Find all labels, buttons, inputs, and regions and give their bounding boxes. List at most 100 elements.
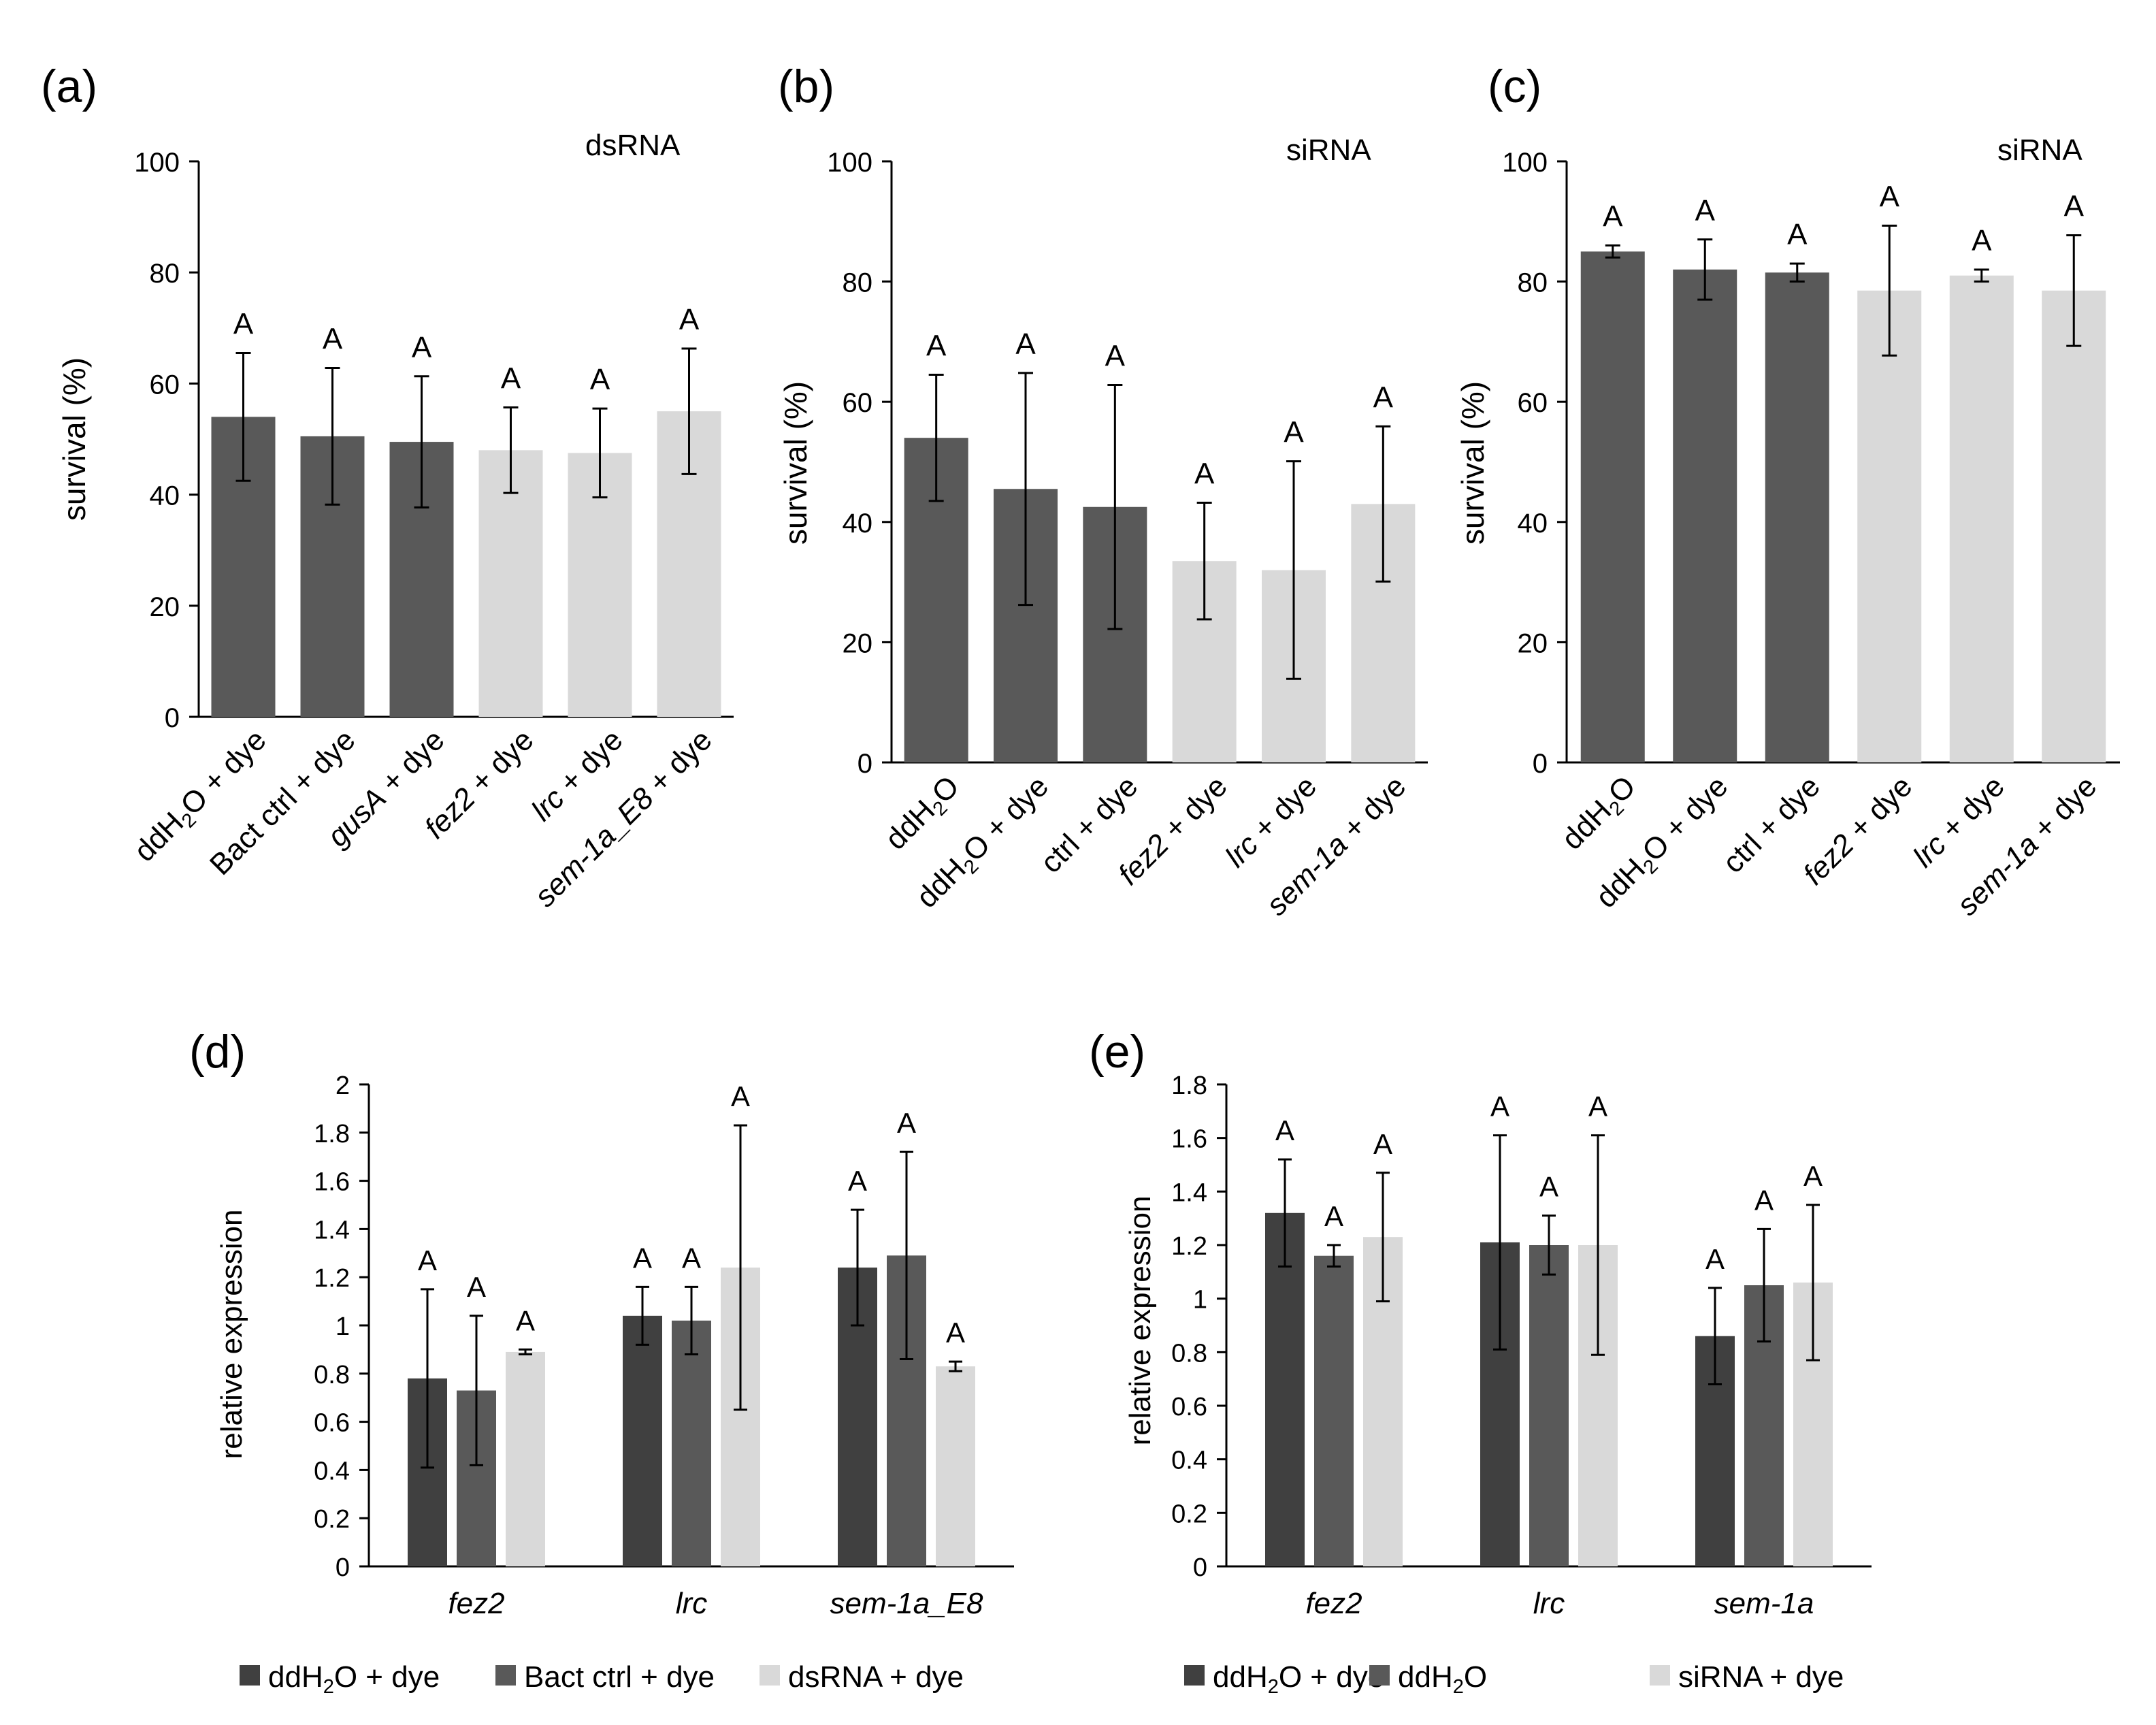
y-tick-label: 1.6 — [1171, 1125, 1207, 1154]
bar — [1949, 275, 2014, 762]
y-tick-label: 20 — [150, 592, 180, 622]
bar — [478, 450, 543, 717]
category-label-part: + dye — [2021, 769, 2103, 851]
y-tick-label: 2 — [336, 1071, 350, 1100]
y-tick-label: 0 — [336, 1553, 350, 1582]
significance-letter: A — [1588, 1091, 1607, 1123]
y-tick-label: 20 — [843, 628, 873, 658]
y-tick-label: 1.4 — [1171, 1178, 1207, 1207]
y-tick-label: 0.4 — [1171, 1447, 1207, 1475]
significance-letter: A — [897, 1107, 916, 1139]
legend-label-part: O + dye — [1279, 1660, 1384, 1694]
significance-letter: A — [1972, 224, 1992, 257]
y-tick-label: 80 — [150, 259, 180, 289]
y-tick-label: 100 — [827, 148, 872, 178]
category-label: fez2 — [1305, 1587, 1362, 1620]
panel-label: (b) — [778, 61, 834, 112]
significance-letter: A — [731, 1080, 750, 1112]
category-label: lrc — [676, 1587, 707, 1620]
category-label-part: + dye — [1330, 769, 1412, 851]
y-tick-label: 0.6 — [1171, 1393, 1207, 1421]
legend: ddH2O + dye Bact ctrl + dye dsRNA + dye — [240, 1660, 964, 1698]
panel-annotation: dsRNA — [585, 129, 681, 162]
significance-letter: A — [1284, 416, 1304, 449]
legend-label-part: 2 — [1453, 1676, 1464, 1698]
y-tick-label: 40 — [1518, 509, 1548, 538]
significance-letter: A — [418, 1244, 437, 1276]
legend-swatch — [760, 1665, 780, 1686]
category-label: sem-1a_E8 — [830, 1587, 983, 1620]
significance-letter: A — [946, 1317, 965, 1349]
y-tick-label: 1.8 — [1171, 1071, 1207, 1100]
significance-letter: A — [1539, 1171, 1558, 1203]
significance-letter: A — [233, 308, 254, 341]
category-label: lrc — [1533, 1587, 1565, 1620]
significance-letter: A — [848, 1165, 867, 1197]
legend-label-part: ddH — [268, 1660, 323, 1694]
significance-letter: A — [501, 361, 521, 395]
category-label-part: sem-1a — [1950, 828, 2044, 922]
y-tick-label: 20 — [1518, 628, 1548, 658]
legend-label-part: Bact ctrl + dye — [524, 1660, 715, 1694]
significance-letter: A — [467, 1271, 486, 1303]
significance-letter: A — [1705, 1243, 1725, 1275]
significance-letter: A — [682, 1242, 701, 1274]
y-tick-label: 1 — [336, 1312, 350, 1341]
significance-letter: A — [679, 303, 700, 336]
y-tick-label: 1.8 — [314, 1120, 350, 1148]
significance-letter: A — [412, 331, 432, 364]
legend-label: ddH2O — [1398, 1660, 1487, 1698]
legend-label-part: siRNA + dye — [1678, 1660, 1844, 1694]
y-tick-label: 100 — [134, 148, 180, 178]
panel-label: (e) — [1089, 1026, 1145, 1078]
significance-letter: A — [1373, 381, 1394, 414]
bar — [1529, 1245, 1569, 1566]
y-tick-label: 100 — [1502, 148, 1548, 178]
legend: ddH2O + dye ddH2O siRNA + dye — [1184, 1660, 1844, 1698]
category-label-part: + dye — [458, 723, 540, 805]
significance-letter: A — [1490, 1091, 1509, 1123]
significance-letter: A — [1194, 457, 1215, 491]
y-tick-label: 0 — [165, 703, 180, 733]
y-tick-label: 0.2 — [1171, 1500, 1207, 1528]
significance-letter: A — [1695, 194, 1716, 227]
bar — [1580, 251, 1645, 762]
significance-letter: A — [1603, 200, 1623, 233]
legend-label-part: ddH — [1398, 1660, 1453, 1694]
bar — [1673, 269, 1737, 762]
significance-letter: A — [590, 363, 610, 396]
significance-letter: A — [1803, 1160, 1823, 1192]
y-tick-label: 0 — [1193, 1553, 1207, 1582]
y-tick-label: 0.6 — [314, 1409, 350, 1438]
bar — [936, 1366, 975, 1566]
legend-label-part: 2 — [323, 1676, 334, 1698]
significance-letter: A — [1373, 1128, 1392, 1160]
bar — [672, 1320, 711, 1566]
legend-label-part: ddH — [1213, 1660, 1268, 1694]
y-axis-label: survival (%) — [778, 381, 813, 545]
panel-label: (a) — [41, 61, 97, 112]
panel-e: (e) 0 0.2 0.4 0.6 0.8 1 1.2 1.4 1.6 1.8 relative ex… — [1089, 1026, 1872, 1698]
category-label-part: + dye — [369, 723, 451, 805]
y-tick-label: 60 — [843, 388, 873, 418]
significance-letter: A — [1787, 218, 1808, 251]
y-tick-label: 60 — [1518, 388, 1548, 418]
panel-annotation: siRNA — [1997, 133, 2082, 167]
category-label-part: + dye — [1241, 769, 1323, 851]
bar — [1857, 290, 1922, 763]
y-tick-label: 1.6 — [314, 1168, 350, 1197]
y-tick-label: 1.4 — [314, 1216, 350, 1244]
y-tick-label: 0.2 — [314, 1505, 350, 1534]
y-tick-label: 40 — [150, 481, 180, 511]
category-label: ddH2O — [879, 769, 968, 858]
y-tick-label: 1 — [1193, 1286, 1207, 1315]
category-label: sem-1a — [1714, 1587, 1814, 1620]
y-tick-label: 0 — [1533, 749, 1548, 779]
y-tick-label: 1.2 — [1171, 1232, 1207, 1261]
y-tick-label: 0.8 — [1171, 1339, 1207, 1368]
y-tick-label: 0.8 — [314, 1361, 350, 1389]
